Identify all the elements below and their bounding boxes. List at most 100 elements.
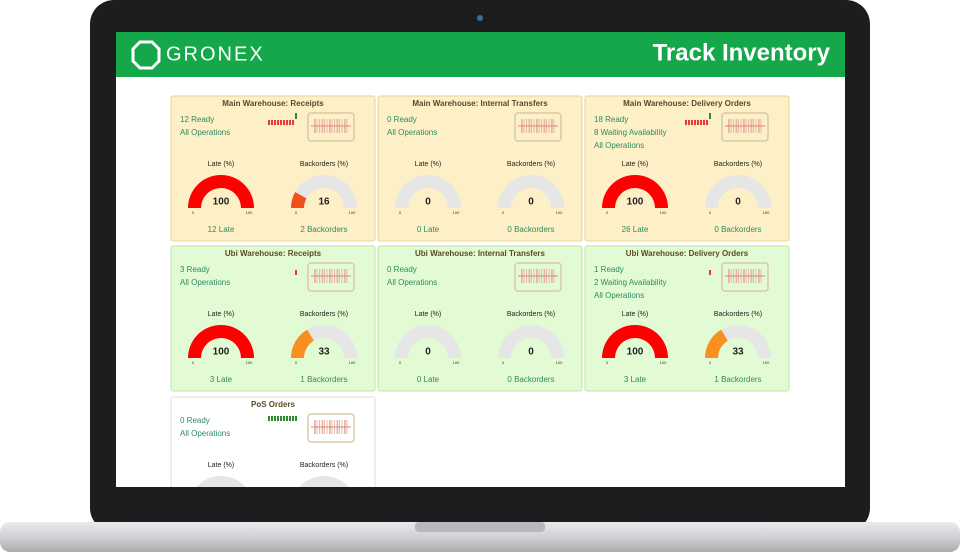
brand[interactable]: GRONEX (166, 43, 265, 65)
card-title: Ubi Warehouse: Receipts (225, 249, 322, 258)
gauge-max: 100 (246, 360, 253, 365)
gauge-footer[interactable]: 1 Backorders (300, 375, 347, 384)
spark-bar (295, 113, 297, 119)
barcode-icon (721, 262, 769, 292)
gauge-footer[interactable]: 0 Late (417, 375, 440, 384)
spark-bar (694, 120, 696, 125)
gauge-label: Backorders (%) (300, 161, 348, 168)
gauge-footer[interactable]: 0 Backorders (507, 375, 554, 384)
card[interactable]: Main Warehouse: Delivery Orders 18 Ready 8… (584, 95, 790, 242)
gauge-footer[interactable]: 3 Late (624, 375, 647, 384)
gauge-value: 0 (528, 197, 534, 208)
status-link[interactable]: 0 Ready (387, 115, 417, 124)
spark-bar (292, 120, 294, 125)
status-link[interactable]: 1 Ready (594, 265, 624, 274)
dashboard: Main Warehouse: Receipts 12 Ready All Oper… (170, 95, 790, 542)
status-link[interactable]: 18 Ready (594, 115, 628, 124)
status-link[interactable]: All Operations (594, 141, 644, 150)
card-title: Ubi Warehouse: Delivery Orders (626, 249, 749, 258)
gauge-track (395, 325, 461, 358)
spark-bar (277, 416, 279, 421)
status-link[interactable]: 8 Waiting Availability (594, 128, 666, 137)
gauge-track (395, 175, 461, 208)
status-link[interactable]: 2 Waiting Availability (594, 278, 666, 287)
gauge-footer[interactable]: 0 Late (417, 225, 440, 234)
card-title: Main Warehouse: Internal Transfers (412, 99, 548, 108)
logo (131, 40, 161, 70)
gauge-footer[interactable]: 12 Late (208, 225, 235, 234)
spark-bar (703, 120, 705, 125)
gauge-arc (602, 175, 668, 208)
spark-bar (268, 416, 270, 421)
status-link[interactable]: 0 Ready (180, 416, 210, 425)
gauge-max: 100 (246, 210, 253, 215)
gauge-label: Late (%) (208, 462, 234, 469)
status-link[interactable]: All Operations (180, 429, 230, 438)
spark-bar (295, 416, 297, 421)
gauge-min: 0 (295, 210, 298, 215)
gauge-arc (188, 175, 254, 208)
gauge-max: 100 (660, 360, 667, 365)
gauge-max: 100 (660, 210, 667, 215)
gauge-label: Backorders (%) (714, 311, 762, 318)
spark-bar (283, 120, 285, 125)
status-link[interactable]: 0 Ready (387, 265, 417, 274)
spark-bar (271, 120, 273, 125)
gauge-label: Backorders (%) (507, 161, 555, 168)
status-link[interactable]: All Operations (180, 128, 230, 137)
gauge-min: 0 (709, 210, 712, 215)
barcode-icon (307, 112, 355, 142)
status-link[interactable]: All Operations (387, 128, 437, 137)
spark-bar (280, 416, 282, 421)
spark-bar (277, 120, 279, 125)
gauge-min: 0 (709, 360, 712, 365)
gauge-arc (291, 192, 307, 208)
gauge-max: 100 (453, 210, 460, 215)
gauge-footer[interactable]: 0 Backorders (714, 225, 761, 234)
gauge-arc (291, 329, 314, 358)
barcode-icon (307, 262, 355, 292)
gauge-footer[interactable]: 26 Late (622, 225, 649, 234)
gauge-min: 0 (399, 360, 402, 365)
card-title: Ubi Warehouse: Internal Transfers (415, 249, 546, 258)
spark-bar (292, 416, 294, 421)
gauge-min: 0 (606, 360, 609, 365)
gauge-footer[interactable]: 2 Backorders (300, 225, 347, 234)
gauge-footer[interactable]: 0 Backorders (507, 225, 554, 234)
gauge-max: 100 (556, 360, 563, 365)
gauge-min: 0 (192, 210, 195, 215)
card[interactable]: Main Warehouse: Internal Transfers 0 Read… (377, 95, 583, 242)
spark-bar (280, 120, 282, 125)
gauge-footer[interactable]: 1 Backorders (714, 375, 761, 384)
card[interactable]: Main Warehouse: Receipts 12 Ready All Oper… (170, 95, 376, 242)
status-link[interactable]: All Operations (594, 291, 644, 300)
gauge-max: 100 (349, 210, 356, 215)
status-link[interactable]: All Operations (180, 278, 230, 287)
status-link[interactable]: 12 Ready (180, 115, 214, 124)
spark-bar (289, 416, 291, 421)
screen: GRONEX Track Inventory Main Warehouse: R… (116, 32, 845, 542)
gauge-min: 0 (192, 360, 195, 365)
barcode-icon (514, 112, 562, 142)
spark-bar (268, 120, 270, 125)
status-link[interactable]: All Operations (387, 278, 437, 287)
gauge-value: 100 (627, 197, 644, 208)
gauge-value: 33 (318, 347, 330, 358)
gauge-value: 0 (425, 347, 431, 358)
gauge-min: 0 (606, 210, 609, 215)
page-title: Track Inventory (653, 39, 831, 66)
spark-bar (295, 270, 297, 275)
gauge-footer[interactable]: 3 Late (210, 375, 233, 384)
gauge-min: 0 (295, 360, 298, 365)
camera (477, 15, 483, 21)
card[interactable]: PoS Orders 0 Ready All Operations Late (%) B… (170, 396, 376, 542)
card[interactable]: Ubi Warehouse: Receipts 3 Ready All Operat… (170, 245, 376, 392)
gauge-track (498, 175, 564, 208)
status-link[interactable]: 3 Ready (180, 265, 210, 274)
gauge-track (291, 175, 357, 208)
spark-bar (706, 120, 708, 125)
card[interactable]: Ubi Warehouse: Internal Transfers 0 Ready… (377, 245, 583, 392)
gauge-max: 100 (763, 360, 770, 365)
